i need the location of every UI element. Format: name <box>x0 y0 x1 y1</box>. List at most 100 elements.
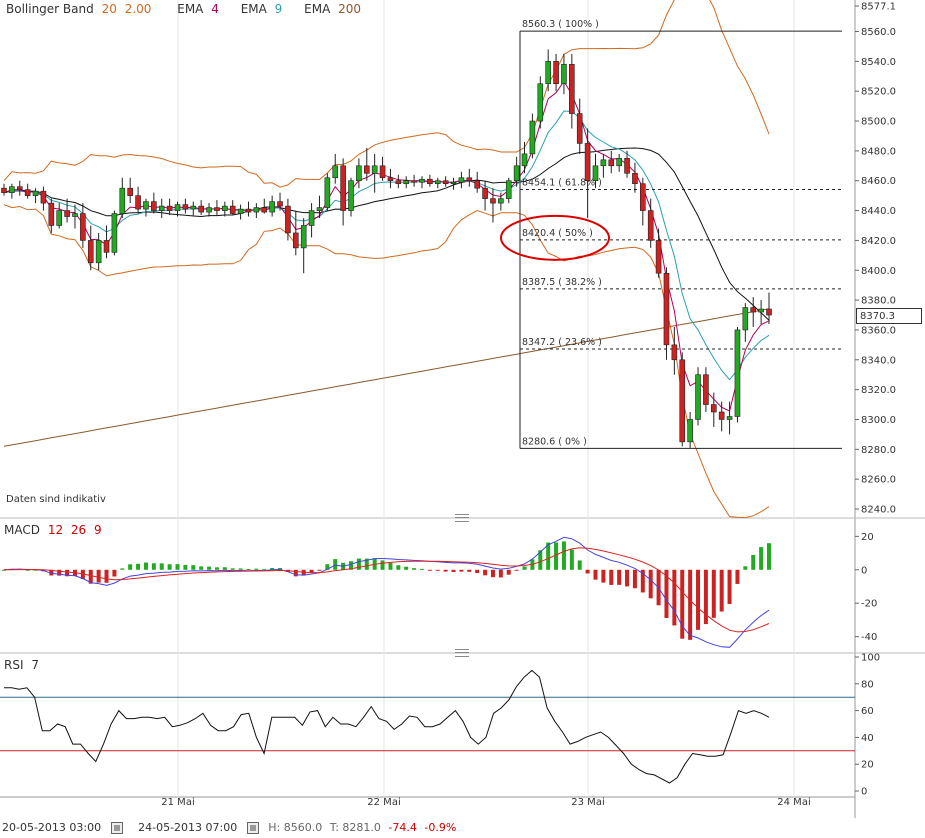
macd-fast: 12 <box>47 523 64 537</box>
candle-body <box>584 143 591 182</box>
candle-body <box>718 411 725 420</box>
fibonacci-level-label: 8454.1 ( 61.8% ) <box>522 178 602 189</box>
macd-histogram-bar <box>104 569 109 583</box>
macd-tick-label: 20 <box>861 532 874 543</box>
candle-body <box>427 178 433 185</box>
macd-label: MACD <box>4 523 40 537</box>
bollinger-upper-line <box>3 0 770 188</box>
macd-histogram-bar <box>412 568 417 570</box>
candle-body <box>734 329 741 417</box>
price-tick-label: 8340.0 <box>861 355 896 366</box>
candle-body <box>324 177 331 208</box>
macd-histogram-bar <box>648 569 653 599</box>
candle-body <box>521 153 528 167</box>
macd-histogram-bar <box>554 542 559 570</box>
candle-body <box>1 187 7 193</box>
macd-histogram-bar <box>388 562 393 570</box>
change-percent: -0.9% <box>424 821 457 834</box>
macd-histogram-bar <box>151 563 156 570</box>
candle-body <box>624 158 630 174</box>
ema9-label: EMA <box>240 2 267 16</box>
candle-body <box>703 374 709 405</box>
price-tick-label: 8420.0 <box>861 236 896 247</box>
ema200-label: EMA <box>304 2 331 16</box>
candle-body <box>206 207 212 213</box>
candle-body <box>537 83 544 122</box>
candle-body <box>742 307 749 331</box>
fibonacci-level-label: 8347.2 ( 23.6% ) <box>522 337 602 348</box>
candle-body <box>245 208 252 213</box>
candle-body <box>103 240 110 253</box>
macd-resize-handle[interactable] <box>455 514 469 522</box>
candle-body <box>158 205 165 211</box>
macd-histogram-bar <box>246 568 251 570</box>
candle-body <box>222 205 228 211</box>
price-tick-label: 8380.0 <box>861 296 896 307</box>
macd-histogram-bar <box>514 569 519 571</box>
change-value: -74.4 <box>388 821 417 834</box>
candle-body <box>135 195 141 210</box>
macd-histogram-bar <box>159 563 164 570</box>
price-tick-label: 8560.0 <box>861 27 896 38</box>
start-date-calendar-icon[interactable] <box>110 822 123 834</box>
macd-histogram-bar <box>167 564 172 570</box>
candle-body <box>434 180 441 185</box>
bollinger-label: Bollinger Band <box>6 2 94 16</box>
macd-histogram-bar <box>183 564 188 570</box>
macd-signal-line <box>3 547 770 633</box>
candle-body <box>293 232 299 249</box>
macd-histogram-bar <box>364 558 369 570</box>
price-tick-label: 8300.0 <box>861 415 896 426</box>
candle-body <box>363 165 370 174</box>
candle-body <box>766 308 772 316</box>
candle-body <box>16 186 23 190</box>
macd-histogram-bar <box>632 569 637 589</box>
candle-body <box>663 272 670 346</box>
macd-histogram-bar <box>230 568 235 570</box>
candle-body <box>419 178 425 183</box>
macd-histogram-bar <box>506 569 511 575</box>
candle-body <box>592 165 599 182</box>
candle-body <box>482 187 488 199</box>
rsi-tick-label: 20 <box>861 760 874 771</box>
candle-body <box>166 205 173 211</box>
candle-body <box>466 177 473 182</box>
macd-histogram-bar <box>538 550 543 570</box>
price-tick-label: 8240.0 <box>861 505 896 516</box>
bollinger-middle-line <box>3 147 770 321</box>
macd-histogram-bar <box>214 567 219 570</box>
price-tick-label: 8440.0 <box>861 206 896 217</box>
macd-histogram-bar <box>419 568 424 570</box>
candle-body <box>119 187 126 214</box>
macd-histogram-bar <box>546 542 551 570</box>
price-tick-label: 8320.0 <box>861 385 896 396</box>
candle-body <box>285 205 291 234</box>
macd-histogram-bar <box>751 554 756 570</box>
ema9-line <box>3 110 770 381</box>
end-date-calendar-icon[interactable] <box>246 822 259 834</box>
macd-histogram-bar <box>609 569 614 585</box>
rsi-period: 7 <box>31 658 39 672</box>
rsi-resize-handle[interactable] <box>455 649 469 657</box>
candle-body <box>64 210 70 217</box>
candle-body <box>576 113 583 144</box>
candle-body <box>48 202 55 226</box>
candle-body <box>80 213 86 241</box>
candle-body <box>277 201 283 207</box>
macd-histogram-bar <box>396 565 401 570</box>
macd-histogram-bar <box>349 561 354 570</box>
macd-histogram-bar <box>451 569 456 572</box>
ema200-line <box>3 308 770 447</box>
macd-histogram-bar <box>57 569 62 576</box>
macd-histogram-bar <box>727 569 732 604</box>
macd-histogram-bar <box>522 566 527 570</box>
price-tick-label: 8540.0 <box>861 57 896 68</box>
macd-histogram-bar <box>435 569 440 571</box>
candle-body <box>513 165 520 182</box>
ema4-label: EMA <box>177 2 204 16</box>
candle-body <box>182 204 189 210</box>
ema200-value: 200 <box>338 2 362 16</box>
candle-body <box>750 307 757 313</box>
candle-body <box>632 172 638 185</box>
